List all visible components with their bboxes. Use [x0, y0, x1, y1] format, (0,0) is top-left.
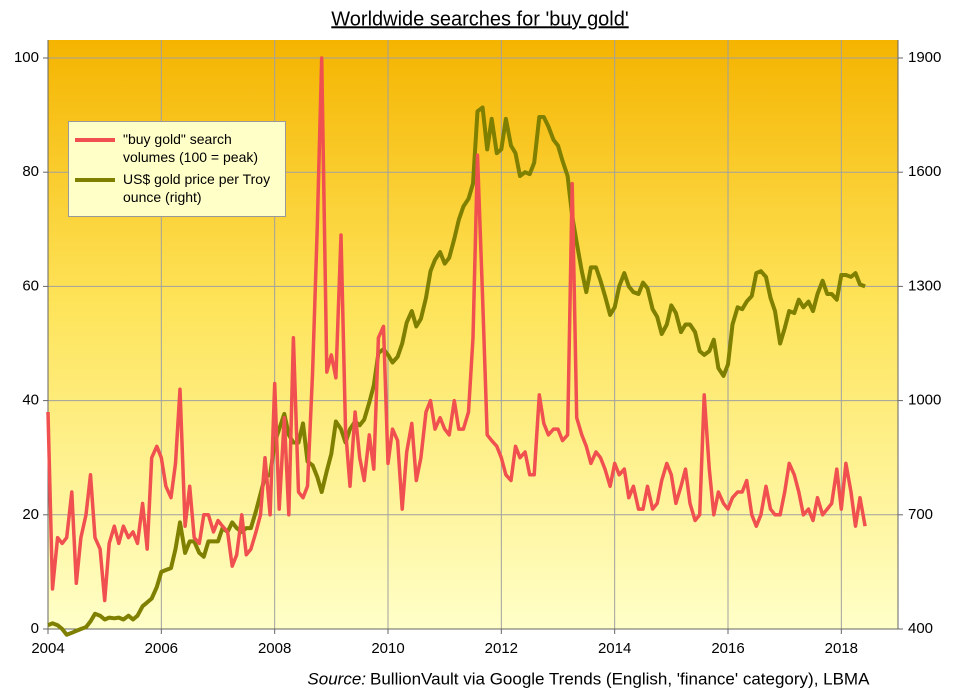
y2-tick-label: 400: [908, 620, 933, 637]
y-tick-label: 100: [14, 49, 39, 66]
y2-tick-label: 1600: [908, 163, 941, 180]
source: BullionVault via Google Trends (English,…: [370, 669, 870, 688]
y2-tick-label: 1300: [908, 277, 941, 294]
x-tick-label: 2008: [258, 640, 291, 657]
legend: "buy gold" search volumes (100 = peak) US…: [68, 121, 286, 217]
legend-entry: "buy gold" search volumes (100 = peak): [75, 130, 279, 166]
y-tick-label: 80: [22, 163, 39, 180]
x-tick-label: 2016: [711, 640, 744, 657]
legend-entry: US$ gold price per Troy ounce (right): [75, 170, 279, 206]
y2-tick-label: 1000: [908, 392, 941, 409]
y2-tick-label: 700: [908, 506, 933, 523]
x-tick-label: 2004: [31, 640, 64, 657]
legend-swatch: [75, 178, 115, 182]
legend-label: US$ gold price per Troy ounce (right): [123, 171, 271, 205]
x-tick-label: 2014: [598, 640, 631, 657]
legend-swatch: [75, 138, 115, 142]
series-line: [46, 56, 867, 603]
x-tick-label: 2018: [825, 640, 858, 657]
y2-tick-label: 1900: [908, 49, 941, 66]
series-line: [47, 105, 866, 637]
x-tick-label: 2012: [485, 640, 518, 657]
y-tick-label: 0: [31, 620, 39, 637]
chart-title: Worldwide searches for 'buy gold': [331, 8, 628, 30]
y-tick-label: 60: [22, 277, 39, 294]
source-label: Source:: [307, 669, 366, 688]
legend-label: "buy gold" search volumes (100 = peak): [123, 131, 259, 165]
y-tick-label: 40: [22, 392, 39, 409]
y-tick-label: 20: [22, 506, 39, 523]
x-tick-label: 2006: [145, 640, 178, 657]
x-tick-label: 2010: [371, 640, 404, 657]
